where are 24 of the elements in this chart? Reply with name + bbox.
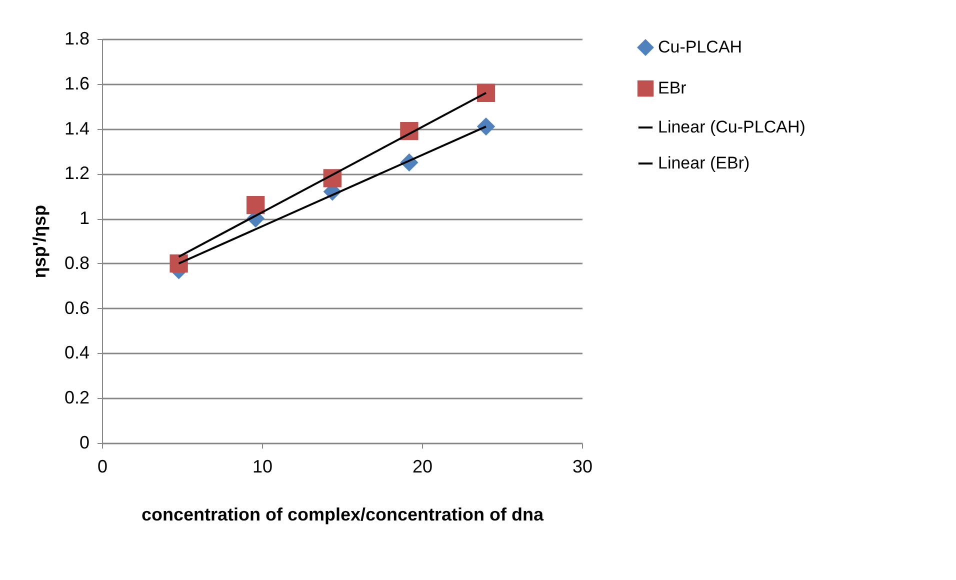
point — [476, 84, 496, 102]
y-tick-label: 1.6 — [64, 73, 90, 94]
y-axis-title: ηsp'/ηsp — [29, 204, 50, 278]
y-tick-label: 1 — [79, 208, 90, 228]
x-tick-label: 20 — [412, 456, 433, 476]
point — [246, 196, 265, 214]
x-tick-label: 30 — [572, 456, 593, 476]
y-tick-label: 0.8 — [64, 252, 90, 273]
y-tick-label: 0.4 — [64, 342, 90, 363]
x-axis-title: concentration of complex/concentration of dna — [141, 504, 545, 524]
y-tick-label: 1.4 — [64, 118, 90, 138]
legend-label: Linear (EBr) — [658, 154, 750, 172]
y-tick-label: 0.6 — [64, 298, 90, 318]
legend-label: EBr — [658, 78, 687, 98]
point — [170, 254, 188, 273]
x-tick-label: 10 — [252, 456, 273, 476]
y-tick-label: 1.8 — [64, 28, 90, 48]
legend-label: Linear (Cu-PLCAH) — [658, 118, 806, 136]
y-tick-label: 0 — [79, 432, 90, 452]
y-tick-label: 1.2 — [64, 163, 90, 184]
x-tick-label: 0 — [97, 456, 108, 476]
point — [476, 117, 496, 136]
legend-label: Cu-PLCAH — [658, 38, 742, 56]
y-tick-label: 0.2 — [64, 388, 90, 408]
